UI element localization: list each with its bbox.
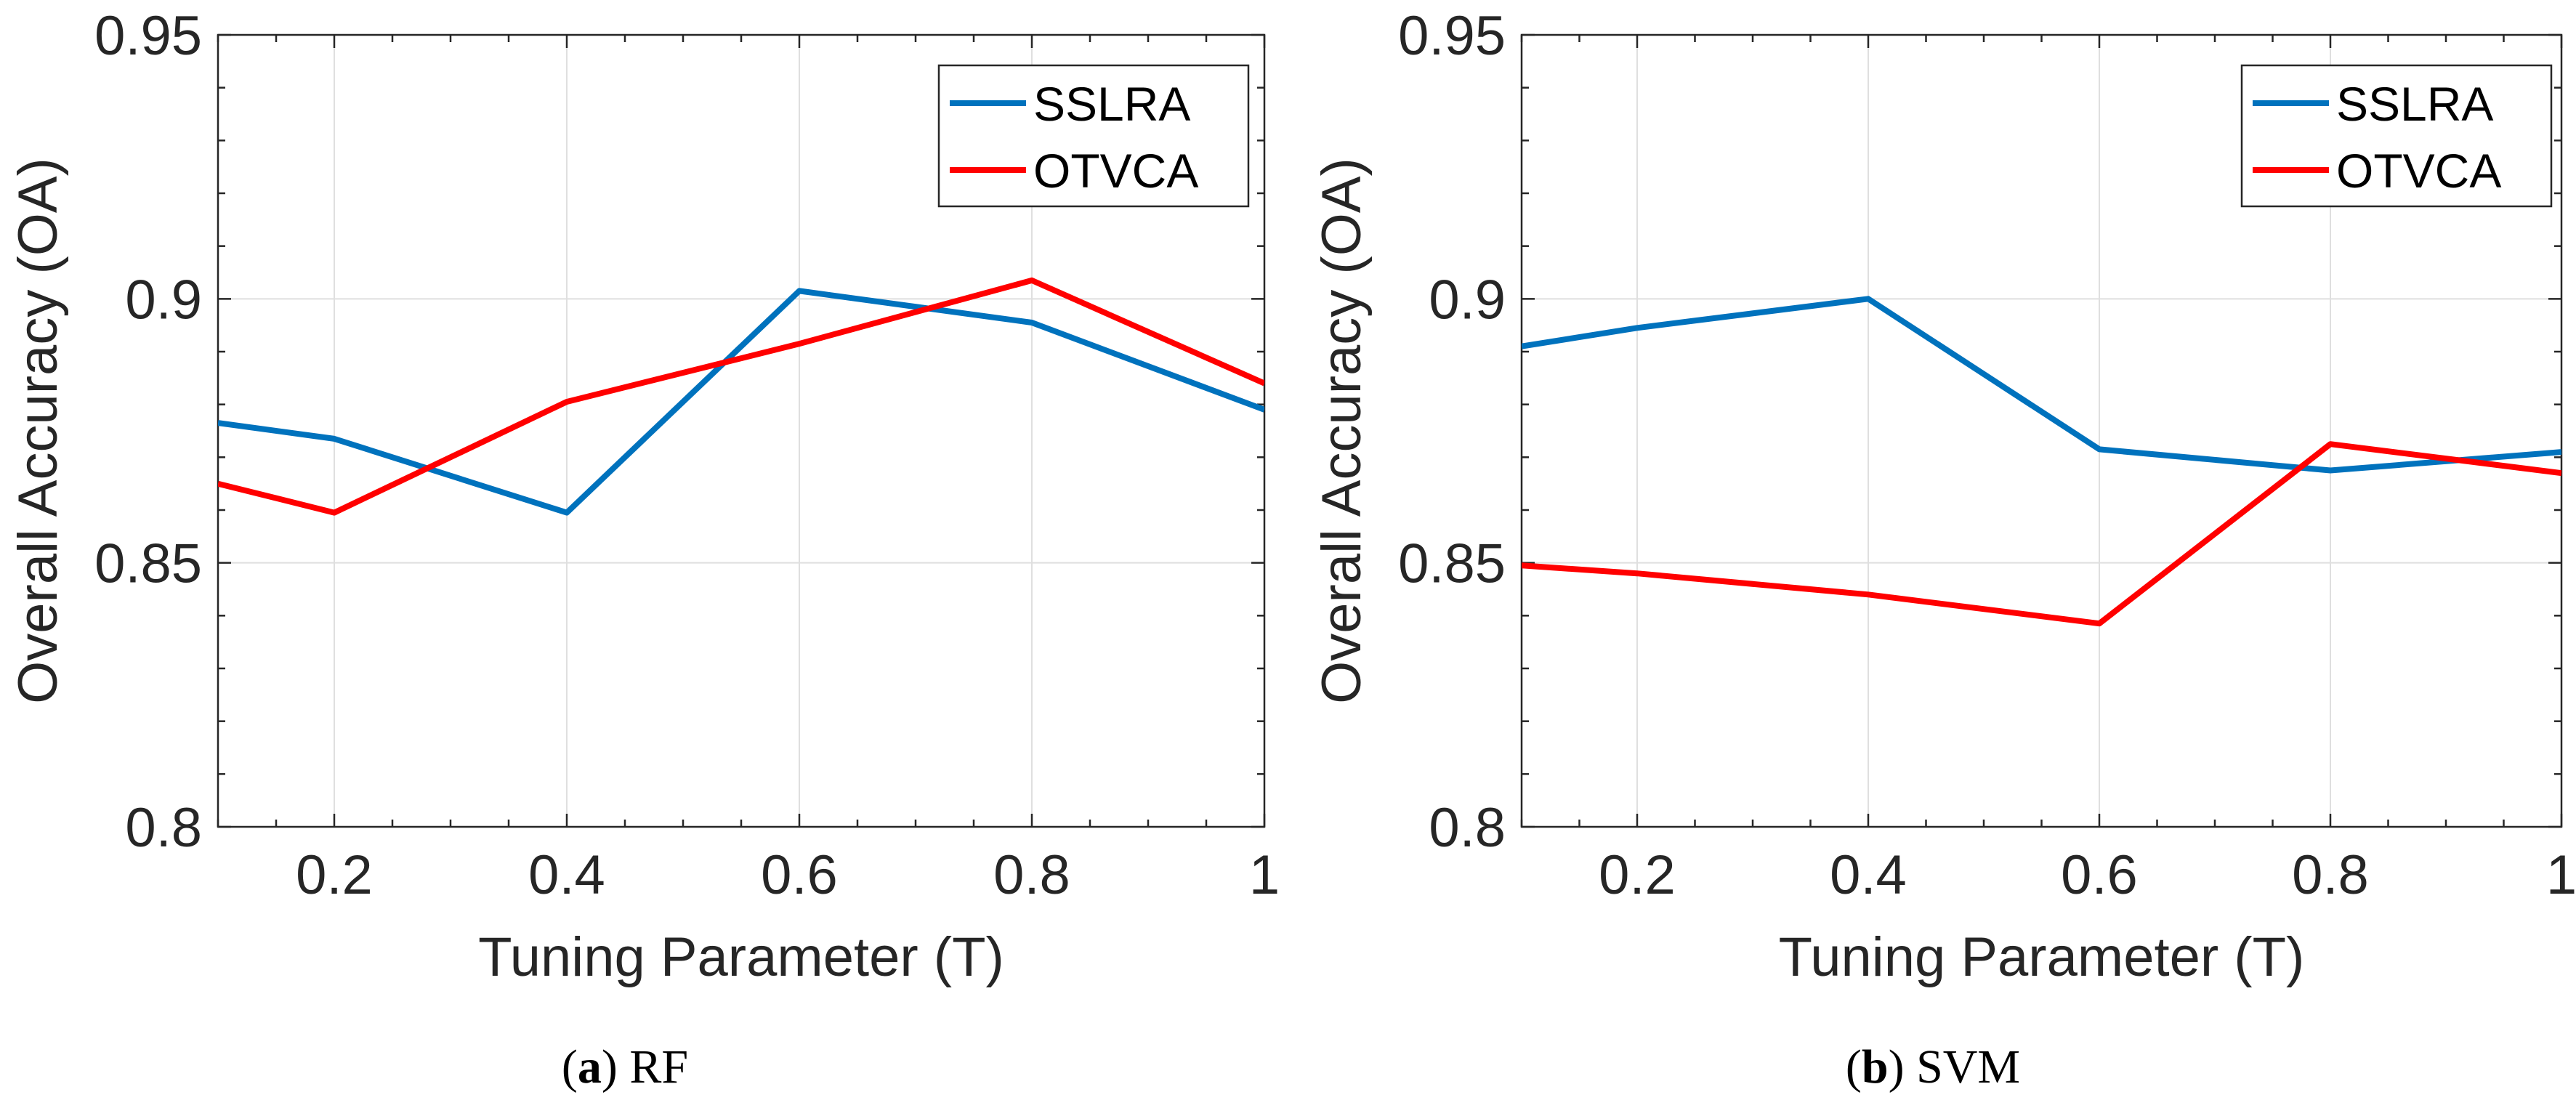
x-tick-label: 1 <box>2546 844 2576 906</box>
y-tick-label: 0.95 <box>1398 5 1506 67</box>
caption-letter: b <box>1862 1040 1889 1093</box>
legend-label-otvca: OTVCA <box>2336 144 2501 198</box>
legend-label-sslra: SSLRA <box>1033 77 1190 131</box>
panel-caption: (a) RF <box>562 1040 688 1093</box>
y-tick-label: 0.8 <box>1429 797 1506 859</box>
legend-box <box>937 64 1250 208</box>
x-tick-label: 0.2 <box>296 844 373 906</box>
panel-caption: (b) SVM <box>1846 1040 2020 1093</box>
y-axis-label: Overall Accuracy (OA) <box>1311 158 1373 704</box>
x-axis-label: Tuning Parameter (T) <box>1779 926 2305 988</box>
chart-panel-b: 0.2 0.4 0.6 0.8 1 0.8 0.85 0.9 0.95 Tuning Parame… <box>1311 5 2576 1093</box>
caption-paren: ) <box>1889 1040 1916 1093</box>
legend: SSLRA OTVCA <box>937 64 1250 208</box>
caption-paren: ) <box>602 1040 629 1093</box>
x-tick-label: 0.8 <box>2292 844 2369 906</box>
caption-text: RF <box>629 1040 688 1093</box>
caption-letter: a <box>578 1040 602 1093</box>
x-tick-label: 0.4 <box>1830 844 1907 906</box>
legend-box <box>2240 64 2553 208</box>
x-tick-label: 0.6 <box>761 844 838 906</box>
series-line-sslra <box>218 288 1264 516</box>
x-tick-label: 0.8 <box>993 844 1070 906</box>
x-tick-label: 0.4 <box>528 844 605 906</box>
caption-paren: ( <box>562 1040 578 1093</box>
caption-paren: ( <box>1846 1040 1862 1093</box>
y-tick-label: 0.85 <box>94 533 202 595</box>
x-tick-label: 1 <box>1249 844 1280 906</box>
series-line-otvca <box>218 277 1264 516</box>
legend: SSLRA OTVCA <box>2240 64 2553 208</box>
x-axis-label: Tuning Parameter (T) <box>478 926 1004 988</box>
series-line-sslra <box>1522 296 2561 474</box>
legend-label-otvca: OTVCA <box>1033 144 1198 198</box>
y-tick-label: 0.9 <box>125 269 202 331</box>
caption-text: SVM <box>1916 1040 2020 1093</box>
y-tick-label: 0.9 <box>1429 269 1506 331</box>
x-tick-label: 0.6 <box>2061 844 2138 906</box>
chart-panel-a: 0.2 0.4 0.6 0.8 1 0.8 0.85 0.9 0.95 Tuning Parame… <box>7 5 1280 1093</box>
y-tick-label: 0.8 <box>125 797 202 859</box>
x-tick-label: 0.2 <box>1599 844 1676 906</box>
y-axis-label: Overall Accuracy (OA) <box>7 158 69 704</box>
legend-label-sslra: SSLRA <box>2336 77 2493 131</box>
series-line-otvca <box>1522 441 2561 627</box>
y-tick-label: 0.95 <box>94 5 202 67</box>
y-tick-label: 0.85 <box>1398 533 1506 595</box>
